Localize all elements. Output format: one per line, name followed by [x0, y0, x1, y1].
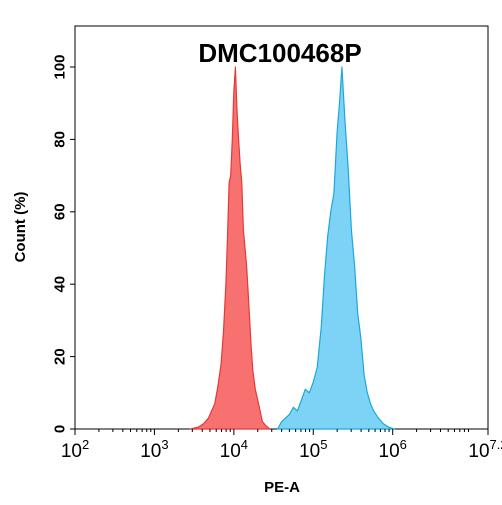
series-layer [189, 66, 395, 430]
chart-title: DMC100468P [198, 38, 361, 68]
y-axis: 0 20 40 60 80 100 [51, 54, 75, 433]
y-tick-label: 80 [51, 131, 68, 148]
series-2-histogram [276, 66, 395, 430]
y-tick-label: 0 [51, 425, 68, 433]
series-1-histogram [189, 66, 271, 430]
x-tick-label: 105 [299, 437, 327, 462]
x-tick-label: 102 [61, 437, 89, 462]
x-tick-label: 103 [140, 437, 168, 462]
x-tick-label: 107.2 [468, 437, 502, 462]
x-tick-label: 106 [379, 437, 407, 462]
plot-frame [74, 25, 489, 430]
y-tick-label: 40 [51, 276, 68, 293]
y-tick-label: 100 [51, 54, 68, 79]
y-axis-label: Count (%) [12, 192, 29, 263]
x-tick-label: 104 [220, 437, 248, 462]
y-tick-label: 20 [51, 348, 68, 365]
x-axis-label: PE-A [264, 479, 300, 496]
x-axis: 102 103 104 105 106 107.2 [61, 429, 502, 462]
y-tick-label: 60 [51, 203, 68, 220]
